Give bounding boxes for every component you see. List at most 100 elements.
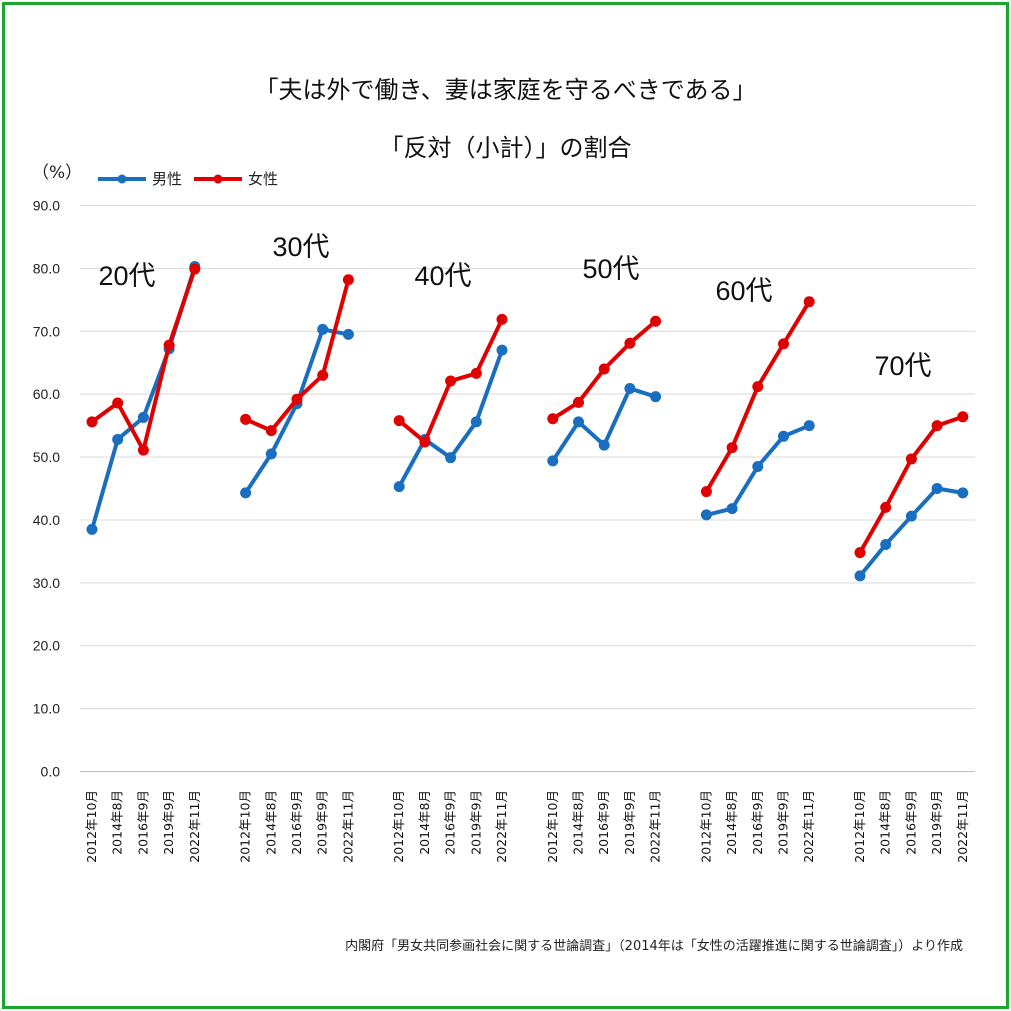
male-data-point	[265, 448, 277, 460]
y-tick-label: 40.0	[33, 512, 60, 528]
male-data-point	[803, 420, 815, 432]
y-tick-label: 90.0	[33, 198, 60, 214]
female-data-point	[291, 393, 303, 405]
male-data-point	[700, 509, 712, 521]
female-data-point	[342, 274, 354, 286]
male-data-point	[342, 328, 354, 340]
female-data-point	[419, 436, 431, 448]
x-tick-label: 2022年11月	[955, 790, 970, 863]
male-data-point	[726, 503, 738, 515]
male-series-line	[90, 264, 197, 532]
x-tick-label: 2019年9月	[315, 790, 330, 855]
x-tick-label: 2022年11月	[187, 790, 202, 863]
male-data-point	[650, 391, 662, 403]
legend-item-female: 女性	[192, 168, 278, 189]
x-tick-label: 2019年9月	[929, 790, 944, 855]
y-tick-label: 20.0	[33, 638, 60, 654]
y-tick-label: 70.0	[33, 323, 60, 339]
x-tick-label: 2014年8月	[110, 790, 125, 855]
female-data-point	[905, 453, 917, 465]
chart-title-line1: 「夫は外で働き、妻は家庭を守るべきである」	[254, 76, 757, 104]
y-tick-label: 0.0	[41, 764, 61, 780]
female-data-point	[112, 397, 124, 409]
x-tick-label: 2014年8月	[878, 790, 893, 855]
male-data-point	[86, 523, 98, 535]
male-data-point	[547, 455, 559, 467]
legend-label-male: 男性	[152, 170, 183, 188]
x-tick-label: 2022年11月	[494, 790, 509, 863]
male-data-point	[470, 416, 482, 428]
female-data-point	[778, 338, 789, 350]
x-tick-label: 2022年11月	[340, 790, 355, 863]
group-label: 30代	[272, 232, 329, 262]
female-data-point	[752, 381, 764, 393]
female-data-point	[573, 396, 584, 408]
x-tick-label: 2016年9月	[443, 790, 458, 855]
female-data-point	[931, 420, 943, 432]
group-label: 70代	[874, 351, 931, 381]
x-tick-label: 2022年11月	[801, 790, 816, 863]
female-data-point	[700, 486, 712, 498]
x-tick-label: 2016年9月	[750, 790, 765, 855]
y-tick-label: 60.0	[33, 386, 60, 402]
female-data-point	[624, 337, 636, 349]
group-label: 50代	[582, 254, 639, 284]
female-series-line	[858, 414, 965, 555]
group-label: 40代	[414, 261, 471, 291]
female-data-point	[240, 413, 252, 425]
x-tick-label: 2016年9月	[903, 790, 918, 855]
x-tick-label: 2014年8月	[724, 790, 739, 855]
y-tick-label: 80.0	[33, 260, 60, 276]
x-tick-label: 2012年10月	[545, 790, 560, 863]
x-tick-label: 2019年9月	[622, 790, 637, 855]
source-note: 内閣府「男女共同参画社会に関する世論調査」（2014年は「女性の活躍推進に関する…	[345, 939, 963, 954]
legend-label-female: 女性	[248, 170, 279, 188]
male-data-point	[573, 416, 584, 428]
x-tick-label: 2016年9月	[289, 790, 304, 855]
male-data-point	[854, 570, 866, 582]
female-data-point	[470, 367, 482, 379]
y-tick-label: 30.0	[33, 575, 60, 591]
female-data-point	[496, 313, 508, 325]
x-tick-label: 2019年9月	[776, 790, 791, 855]
legend-marker-male	[98, 174, 146, 183]
y-tick-label: 50.0	[33, 449, 60, 465]
female-data-point	[393, 415, 405, 427]
female-data-point	[137, 444, 149, 456]
male-data-point	[778, 430, 789, 442]
male-data-point	[393, 481, 405, 493]
male-data-point	[624, 383, 636, 395]
y-axis-unit: （%）	[32, 163, 83, 183]
male-data-point	[317, 323, 329, 335]
female-data-point	[265, 425, 277, 437]
female-data-point	[880, 501, 892, 513]
x-tick-label: 2016年9月	[135, 790, 150, 855]
female-data-point	[445, 375, 457, 387]
group-label: 20代	[98, 261, 155, 291]
female-data-point	[86, 416, 98, 428]
x-tick-label: 2019年9月	[468, 790, 483, 855]
male-data-point	[598, 439, 610, 451]
x-tick-label: 2014年8月	[417, 790, 432, 855]
male-series-line	[397, 348, 504, 489]
male-data-point	[137, 411, 149, 423]
y-tick-label: 10.0	[33, 701, 60, 717]
female-data-point	[317, 369, 329, 381]
female-data-point	[650, 315, 662, 327]
female-data-point	[803, 296, 815, 308]
male-data-point	[931, 483, 943, 494]
male-data-point	[752, 460, 764, 472]
x-tick-label: 2022年11月	[648, 790, 663, 863]
female-data-point	[163, 339, 175, 351]
x-tick-label: 2012年10月	[84, 790, 99, 863]
male-data-point	[240, 487, 252, 499]
female-data-point	[547, 413, 559, 425]
chart-title-line2: 「反対（小計）」の割合	[379, 134, 632, 162]
male-data-point	[445, 452, 457, 464]
legend-item-male: 男性	[96, 168, 182, 189]
male-data-point	[905, 510, 917, 522]
male-data-point	[112, 433, 124, 445]
male-series-line	[858, 486, 965, 578]
